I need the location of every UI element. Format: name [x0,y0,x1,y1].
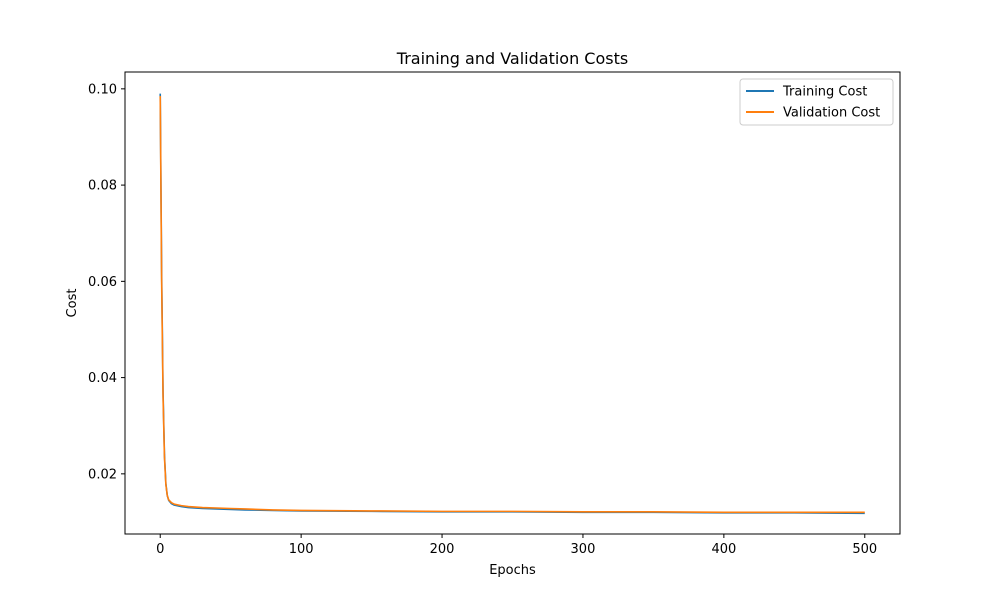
x-axis-label: Epochs [489,563,536,578]
x-tick-label: 300 [571,542,596,557]
plot-lines [159,93,865,515]
y-tick-label: 0.08 [88,179,117,194]
y-tick-label: 0.02 [88,467,117,482]
series-line-validation-cost [159,96,865,514]
legend-label: Training Cost [782,85,867,100]
x-tick-label: 200 [430,542,455,557]
y-axis-label: Cost [65,289,80,318]
chart-title: Training and Validation Costs [396,49,628,68]
y-tick-label: 0.10 [88,82,117,97]
y-axis: 0.02 0.04 0.06 0.08 0.10 [88,82,125,482]
y-tick-label: 0.06 [88,275,117,290]
x-tick-label: 0 [156,542,164,557]
x-tick-label: 400 [711,542,736,557]
legend-box [739,78,894,126]
legend-label: Validation Cost [783,106,880,121]
y-tick-label: 0.04 [88,371,117,386]
legend: Training Cost Validation Cost [739,78,894,126]
x-tick-label: 100 [289,542,314,557]
x-axis: 0 100 200 300 400 500 [156,534,877,557]
x-tick-label: 500 [852,542,877,557]
plot-frame [124,71,901,535]
